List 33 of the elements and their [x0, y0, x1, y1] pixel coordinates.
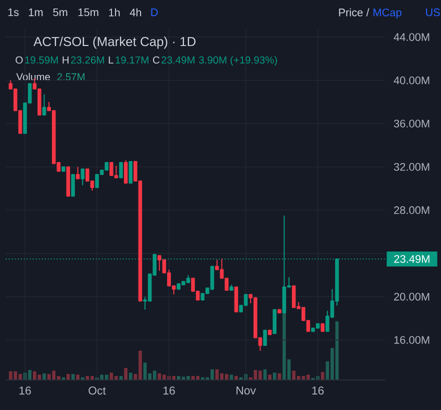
text: ACT/SOL (Market Cap) · 1D — [34, 36, 196, 49]
y-tick-label: 44.00M — [394, 33, 430, 41]
annotation: O — [16, 56, 23, 64]
ref-line-label: 23.49M — [394, 255, 430, 263]
text: 1h — [109, 8, 120, 16]
x-tick-label: 16 — [164, 386, 175, 395]
text: US — [426, 8, 440, 16]
x-tick-label: Oct — [88, 386, 106, 395]
text: 5m — [53, 8, 68, 16]
y-tick-label: 40.00M — [394, 76, 430, 84]
y-tick-label: 20.00M — [394, 292, 430, 301]
annotation: 23.49M — [162, 56, 194, 64]
y-tick-label: 28.00M — [394, 206, 430, 214]
annotation: 19.17M — [116, 56, 148, 64]
y-tick-label: 16.00M — [394, 336, 430, 344]
text: 15m — [78, 8, 98, 16]
annotation: C — [152, 56, 160, 64]
annotation: 19.59M — [25, 56, 58, 64]
x-tick-label: 16 — [20, 386, 31, 395]
annotation: L — [108, 56, 114, 64]
annotation: 3.90M (+19.93%) — [199, 56, 277, 66]
text: 4h — [130, 8, 142, 16]
y-tick-label: 36.00M — [394, 120, 430, 128]
text: Price / — [339, 8, 370, 16]
x-tick-label: Nov — [236, 386, 256, 395]
x-tick-label: 16 — [312, 386, 324, 395]
annotation: H — [62, 56, 68, 64]
y-tick-label: 32.00M — [394, 163, 430, 171]
text: D — [151, 8, 158, 16]
text: 1m — [28, 8, 43, 16]
text: 1s — [8, 8, 19, 16]
annotation: 23.26M — [71, 56, 104, 64]
text: MCap — [374, 8, 402, 18]
